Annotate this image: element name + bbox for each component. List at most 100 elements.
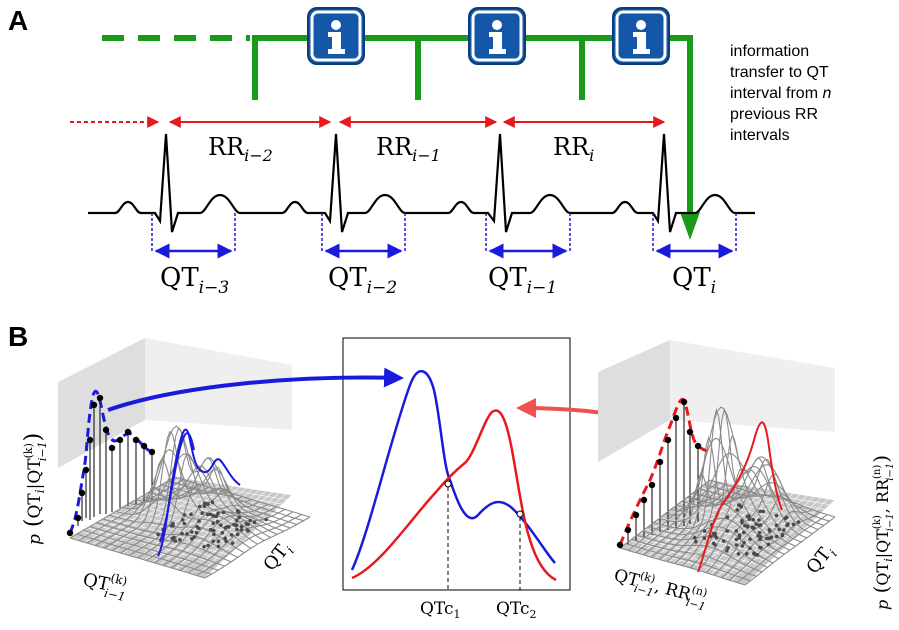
- scatter-point: [212, 532, 216, 537]
- scatter-point: [173, 539, 178, 543]
- scatter-point: [774, 513, 779, 518]
- scatter-point: [740, 544, 745, 548]
- scatter-point: [736, 552, 741, 556]
- surface-line: [95, 484, 201, 546]
- scatter-point: [235, 532, 240, 537]
- scatter-point: [725, 515, 730, 519]
- surface-line: [674, 408, 765, 565]
- marginal-point: [78, 489, 86, 497]
- scatter-point: [216, 511, 220, 516]
- marginal-point: [632, 511, 640, 519]
- scatter-point: [791, 522, 796, 527]
- marginal-point: [680, 398, 688, 406]
- scatter-point: [713, 543, 717, 547]
- surface-line: [204, 516, 311, 579]
- scatter-point: [223, 536, 227, 540]
- marginal-point: [132, 436, 140, 444]
- scatter-point: [759, 546, 763, 550]
- scatter-point: [239, 528, 244, 532]
- scatter-point: [693, 535, 697, 540]
- scatter-point: [210, 500, 215, 505]
- scatter-point: [252, 520, 257, 525]
- qt-intervals: [151, 213, 737, 259]
- scatter-point: [766, 542, 771, 547]
- surface-line: [658, 436, 750, 560]
- qtc1-tick-label: QTc1: [420, 599, 460, 621]
- scatter-point: [212, 528, 216, 533]
- surface-line: [670, 406, 796, 547]
- scatter-point: [785, 523, 789, 528]
- scatter-point: [221, 510, 226, 515]
- scatter-point: [235, 509, 240, 513]
- scatter-point: [185, 532, 189, 536]
- rr-label: RRi: [553, 133, 594, 165]
- surface-line: [162, 503, 269, 566]
- scatter-point: [758, 509, 762, 514]
- surface-line: [145, 488, 252, 561]
- scatter-point: [197, 526, 201, 531]
- scatter-point: [782, 528, 786, 532]
- left-scatter-points: [156, 500, 269, 549]
- surface-line: [666, 407, 758, 562]
- panel-a: A information: [8, 5, 831, 298]
- scatter-point: [756, 534, 760, 538]
- blue-transfer-arrow: [107, 367, 404, 412]
- scatter-point: [227, 525, 231, 529]
- scatter-point: [232, 522, 236, 527]
- scatter-point: [746, 524, 750, 529]
- scatter-point: [757, 530, 762, 535]
- scatter-point: [747, 517, 752, 521]
- scatter-point: [206, 543, 210, 548]
- scatter-point: [725, 548, 729, 553]
- scatter-point: [726, 546, 730, 550]
- scatter-point: [754, 522, 758, 526]
- qt-label: QTi−2: [328, 263, 397, 298]
- scatter-point: [182, 513, 187, 517]
- surface-line: [171, 506, 277, 569]
- scatter-point: [206, 502, 210, 506]
- scatter-point: [725, 529, 730, 533]
- center-plot: QTc1 QTc2: [342, 337, 571, 621]
- scatter-point: [777, 527, 781, 532]
- scatter-point: [216, 544, 221, 549]
- qtc1-intersection: [444, 480, 452, 488]
- scatter-point: [190, 537, 194, 541]
- marginal-point: [66, 529, 74, 537]
- right-red-curve: [697, 421, 783, 573]
- scatter-point: [737, 503, 741, 507]
- scatter-point: [229, 533, 234, 537]
- scatter-point: [211, 539, 215, 543]
- scatter-point: [194, 531, 199, 535]
- scatter-point: [246, 529, 250, 533]
- scatter-point: [748, 546, 752, 551]
- scatter-point: [180, 531, 184, 536]
- scatter-point: [721, 539, 726, 543]
- scatter-point: [215, 519, 220, 524]
- scatter-point: [235, 527, 239, 532]
- scatter-point: [769, 535, 774, 539]
- left-zlabel: QTi: [259, 538, 297, 577]
- scatter-point: [189, 512, 193, 516]
- scatter-point: [740, 520, 744, 525]
- scatter-point: [743, 523, 747, 528]
- marginal-point: [74, 514, 82, 522]
- info-icon: [307, 7, 365, 65]
- marginal-point: [648, 481, 656, 489]
- scatter-point: [734, 543, 739, 547]
- marginal-point: [86, 436, 94, 444]
- scatter-point: [735, 508, 739, 512]
- marginal-point: [148, 448, 156, 456]
- right-red-dashed-curve: [618, 397, 711, 546]
- marginal-point: [624, 526, 632, 534]
- scatter-point: [202, 504, 207, 509]
- scatter-point: [205, 512, 210, 517]
- surface-line: [69, 476, 176, 539]
- surface-line: [643, 486, 734, 556]
- marginal-point: [124, 428, 132, 436]
- scatter-point: [752, 526, 756, 530]
- scatter-point: [172, 535, 176, 540]
- marginal-point: [116, 436, 124, 444]
- scatter-point: [702, 529, 707, 533]
- scatter-point: [235, 518, 239, 523]
